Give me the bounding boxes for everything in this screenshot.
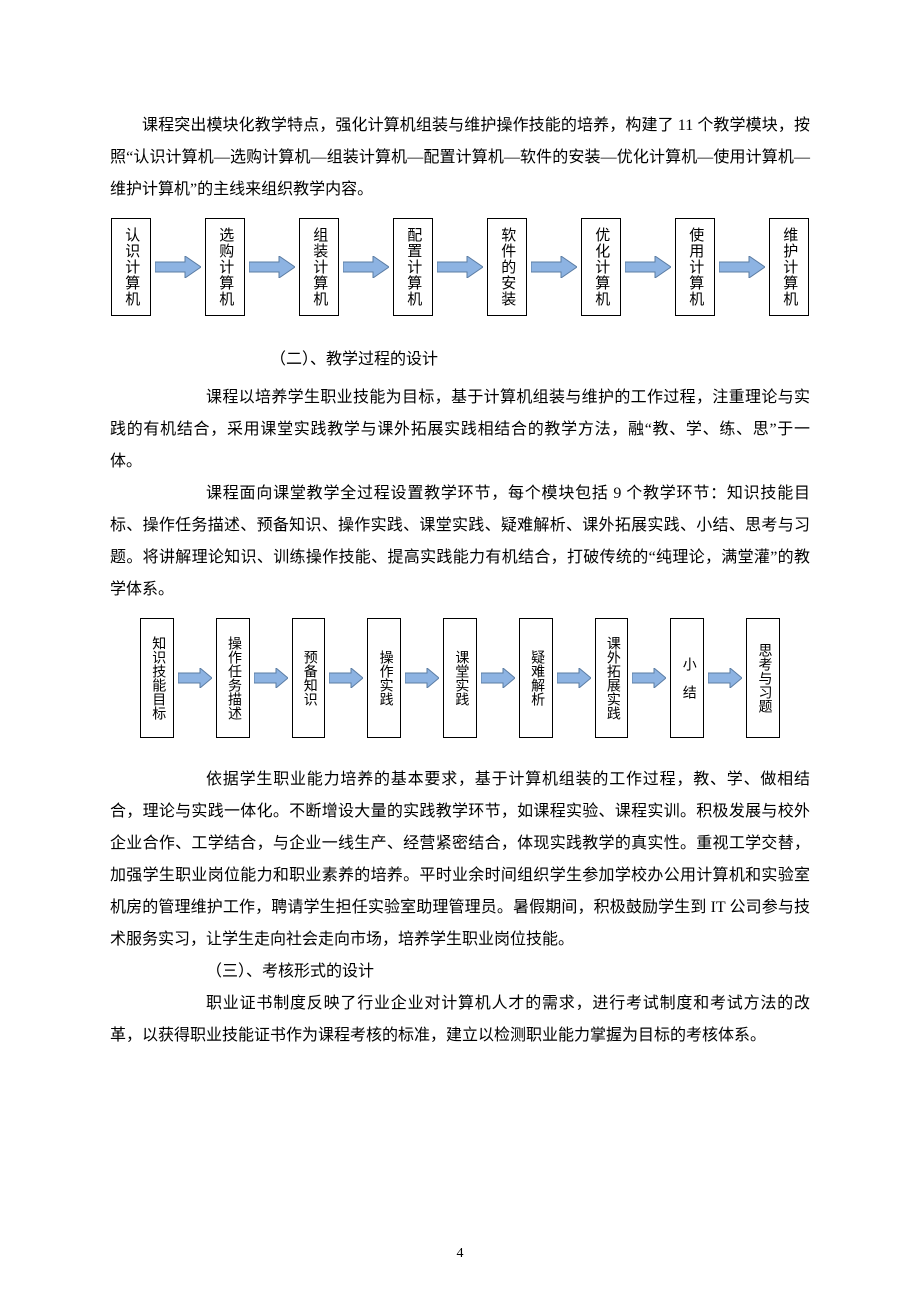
flow2-node-7: 课外拓展实践	[595, 618, 629, 738]
flow2-node-5: 课堂实践	[443, 618, 477, 738]
arrow-right-icon	[329, 668, 363, 688]
page-container: 课程突出模块化教学特点，强化计算机组装与维护操作技能的培养，构建了 11 个教学…	[0, 0, 920, 1302]
arrow-right-icon	[719, 256, 765, 278]
flow2-node-1: 知识技能目标	[140, 618, 174, 738]
flow1-node-5-label: 软件的安装	[499, 227, 516, 307]
section-heading-3: （三）、考核形式的设计	[110, 956, 810, 988]
page-number: 4	[0, 1246, 920, 1262]
flow2-node-4-label: 操作实践	[377, 650, 392, 706]
arrow-right-icon	[254, 668, 288, 688]
flow2-node-4: 操作实践	[367, 618, 401, 738]
flow1-node-8: 维护计算机	[769, 218, 809, 316]
flow2-node-6: 疑难解析	[519, 618, 553, 738]
flow1-node-7-label: 使用计算机	[687, 227, 704, 307]
flow1-node-2-label: 选购计算机	[217, 227, 234, 307]
flow2-node-3-label: 预备知识	[301, 650, 316, 706]
flowchart-steps: 知识技能目标 操作任务描述 预备知识 操作实践	[110, 618, 810, 738]
flow1-node-4-label: 配置计算机	[405, 227, 422, 307]
flow1-node-8-label: 维护计算机	[781, 227, 798, 307]
flow1-node-1-label: 认识计算机	[123, 227, 140, 307]
flow1-node-5: 软件的安装	[487, 218, 527, 316]
arrow-right-icon	[155, 256, 201, 278]
arrow-right-icon	[178, 668, 212, 688]
flow1-node-3: 组装计算机	[299, 218, 339, 316]
section-heading-2: （二）、教学过程的设计	[110, 344, 810, 376]
flow2-node-2: 操作任务描述	[216, 618, 250, 738]
arrow-right-icon	[405, 668, 439, 688]
flow1-node-3-label: 组装计算机	[311, 227, 328, 307]
flow2-node-9-label: 思考与习题	[756, 643, 771, 713]
paragraph-5: 职业证书制度反映了行业企业对计算机人才的需求，进行考试制度和考试方法的改革，以获…	[110, 988, 810, 1052]
arrow-right-icon	[481, 668, 515, 688]
flow2-node-5-label: 课堂实践	[453, 650, 468, 706]
flow2-node-8-label: 小 结	[680, 657, 695, 699]
flow2-node-6-label: 疑难解析	[528, 650, 543, 706]
arrow-right-icon	[557, 668, 591, 688]
arrow-right-icon	[625, 256, 671, 278]
paragraph-1: 课程突出模块化教学特点，强化计算机组装与维护操作技能的培养，构建了 11 个教学…	[110, 110, 810, 206]
flow1-node-2: 选购计算机	[205, 218, 245, 316]
arrow-right-icon	[531, 256, 577, 278]
arrow-right-icon	[632, 668, 666, 688]
flow2-node-3: 预备知识	[292, 618, 326, 738]
flow2-node-8: 小 结	[670, 618, 704, 738]
flow1-node-4: 配置计算机	[393, 218, 433, 316]
flow1-node-7: 使用计算机	[675, 218, 715, 316]
arrow-right-icon	[708, 668, 742, 688]
flow1-node-1: 认识计算机	[111, 218, 151, 316]
paragraph-3: 课程面向课堂教学全过程设置教学环节，每个模块包括 9 个教学环节：知识技能目标、…	[110, 478, 810, 606]
arrow-right-icon	[249, 256, 295, 278]
flowchart-modules: 认识计算机 选购计算机 组装计算机 配置计算机	[110, 218, 810, 316]
flow2-node-2-label: 操作任务描述	[225, 636, 240, 720]
flow2-node-9: 思考与习题	[746, 618, 780, 738]
paragraph-2-lead: 课程以培养学生职业技能为目标，基于计算机组装与维护的工作过程，注重理论与实践的有…	[110, 382, 810, 478]
flow2-node-1-label: 知识技能目标	[150, 636, 165, 720]
arrow-right-icon	[437, 256, 483, 278]
flow1-node-6: 优化计算机	[581, 218, 621, 316]
flow1-node-6-label: 优化计算机	[593, 227, 610, 307]
flow2-node-7-label: 课外拓展实践	[604, 636, 619, 720]
paragraph-4: 依据学生职业能力培养的基本要求，基于计算机组装的工作过程，教、学、做相结合，理论…	[110, 764, 810, 956]
arrow-right-icon	[343, 256, 389, 278]
